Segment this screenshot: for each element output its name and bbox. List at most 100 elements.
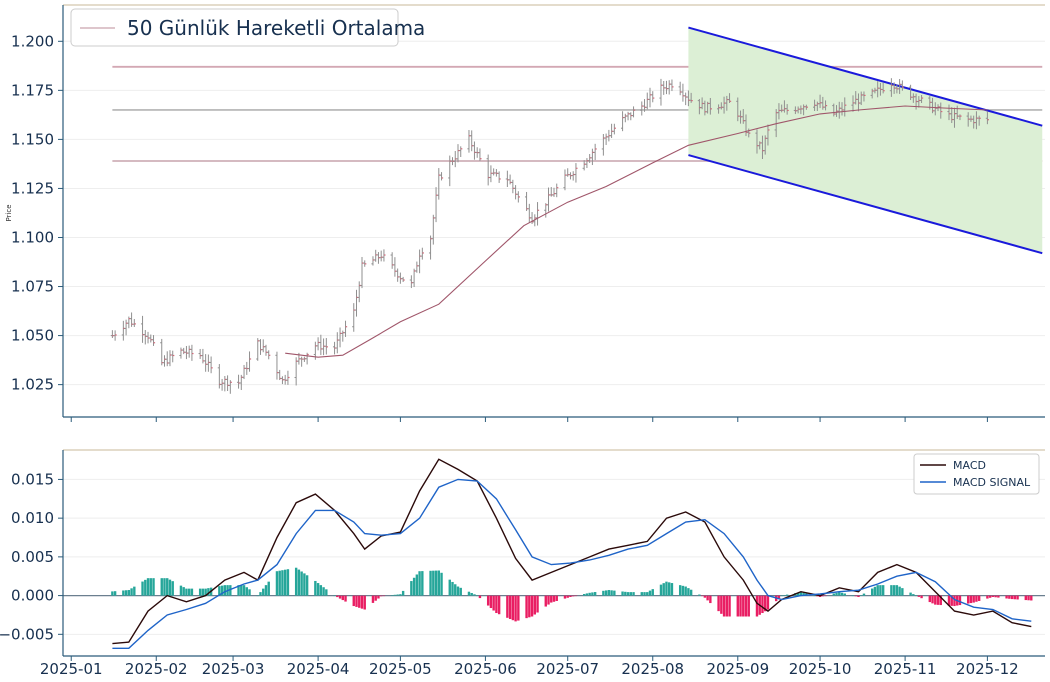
macd-y-tick-label: 0.015	[11, 470, 54, 488]
macd-histogram-bar	[473, 594, 476, 596]
ohlc-bar	[985, 111, 989, 125]
ohlc-bar	[977, 115, 981, 126]
macd-histogram-bar	[133, 586, 136, 596]
macd-histogram-bar	[475, 595, 479, 597]
macd-histogram-bar	[497, 595, 501, 615]
macd-legend-label: MACD	[953, 459, 986, 472]
macd-histogram-bar	[662, 583, 665, 596]
macd-histogram-bar	[305, 575, 309, 596]
macd-histogram-bar	[1013, 595, 1017, 600]
macd-histogram-bar	[130, 588, 133, 596]
macd-histogram-bar	[248, 589, 251, 596]
price-y-tick-label: 1.150	[11, 130, 54, 148]
macd-line	[112, 458, 1032, 645]
macd-histogram-bar	[390, 595, 394, 596]
macd-histogram-bar	[237, 585, 240, 596]
macd-histogram-bar	[986, 595, 989, 599]
ohlc-bar	[574, 163, 578, 183]
macd-histogram-bar	[898, 586, 901, 596]
macd-histogram-bar	[179, 585, 183, 596]
price-legend: 50 Günlük Hareketli Ortalama	[70, 8, 425, 47]
macd-histogram-bar	[336, 595, 339, 598]
macd-histogram-bar	[262, 588, 265, 596]
macd-histogram-bar	[626, 592, 630, 596]
macd-histogram-bar	[607, 590, 611, 596]
macd-histogram-bar	[572, 595, 575, 597]
macd-histogram-bar	[991, 595, 995, 597]
ohlc-bar	[497, 171, 501, 183]
macd-histogram-bar	[122, 590, 125, 596]
macd-histogram-bar	[879, 585, 882, 596]
macd-histogram-bar	[415, 574, 419, 596]
macd-signal-legend-label: MACD SIGNAL	[953, 476, 1031, 489]
macd-lines	[112, 458, 1032, 649]
macd-histogram-bar	[303, 573, 306, 596]
macd-histogram-bar	[486, 595, 490, 606]
macd-y-axis: −0.005 0.000 0.005 0.010 0.015	[0, 470, 63, 643]
macd-histogram-bar	[1030, 595, 1033, 601]
macd-histogram-bar	[547, 595, 550, 605]
macd-histogram-bar	[931, 595, 934, 604]
macd-histogram-bar	[1016, 595, 1019, 600]
macd-histogram-bar	[838, 592, 841, 596]
price-legend-label: 50 Günlük Hareketli Ortalama	[127, 16, 425, 40]
macd-histogram-bar	[936, 595, 940, 605]
macd-histogram-bar	[892, 585, 896, 596]
ohlc-bar	[555, 183, 559, 198]
macd-histogram-bar	[1005, 595, 1008, 599]
macd-panel-background	[63, 450, 1045, 656]
macd-histogram-bar	[240, 585, 243, 596]
macd-y-tick-label: 0.010	[11, 509, 54, 527]
price-panel: 1.025 1.050 1.075 1.100 1.125 1.150 1.175 1.200…	[5, 4, 1045, 422]
macd-histogram-bar	[478, 595, 482, 599]
macd-histogram-bar	[569, 595, 572, 597]
macd-histogram-bar	[171, 581, 174, 596]
macd-histogram-bar	[684, 586, 687, 596]
price-y-axis-label: Price	[5, 204, 13, 221]
macd-histogram-bar	[333, 595, 336, 597]
ohlc-bar	[843, 97, 847, 117]
ohlc-bar	[747, 128, 751, 138]
macd-histogram-bar	[610, 590, 613, 596]
macd-histogram-bar	[544, 595, 547, 607]
macd-histogram-bar	[912, 594, 915, 596]
macd-histogram-bar	[396, 594, 399, 596]
ohlc-bar	[439, 172, 444, 181]
macd-legend-box	[913, 453, 1040, 495]
x-tick-label: 2025-06	[454, 660, 517, 678]
macd-histogram-bar	[681, 585, 685, 596]
price-y-tick-label: 1.050	[11, 327, 54, 345]
ohlc-bar	[382, 249, 386, 262]
macd-histogram-bar	[574, 595, 578, 597]
macd-histogram-bar	[766, 595, 770, 610]
macd-histogram-bar	[881, 585, 885, 596]
macd-histogram-bar	[286, 569, 290, 596]
ohlc-bar	[900, 80, 904, 91]
macd-histogram-bar	[185, 588, 188, 596]
macd-histogram-bar	[456, 586, 460, 596]
macd-histogram-bar	[994, 595, 997, 598]
macd-histogram-bar	[665, 581, 668, 596]
price-y-tick-label: 1.075	[11, 278, 54, 296]
ohlc-bar	[343, 320, 348, 337]
macd-histogram-bar	[530, 595, 534, 617]
macd-histogram-bar	[997, 595, 1000, 598]
channel-lower-line	[688, 154, 1043, 255]
macd-histogram-bar	[698, 594, 701, 596]
ohlc-bar	[209, 356, 213, 374]
macd-histogram-bar	[514, 595, 517, 622]
price-legend-box	[70, 8, 399, 47]
macd-histogram-bar	[508, 595, 512, 619]
macd-histogram-bar	[207, 588, 210, 596]
price-panel-background	[63, 5, 1045, 417]
macd-histogram-bar	[643, 592, 646, 596]
macd-histogram-bar	[316, 583, 320, 596]
macd-histogram-bar	[851, 595, 855, 597]
macd-y-tick-label: 0.005	[11, 548, 54, 566]
ohlc-bar	[727, 93, 732, 103]
macd-histogram-bar	[187, 588, 191, 596]
x-tick-label: 2025-02	[125, 660, 188, 678]
ohlc-bar	[324, 338, 328, 355]
macd-histogram-bar	[412, 577, 416, 596]
